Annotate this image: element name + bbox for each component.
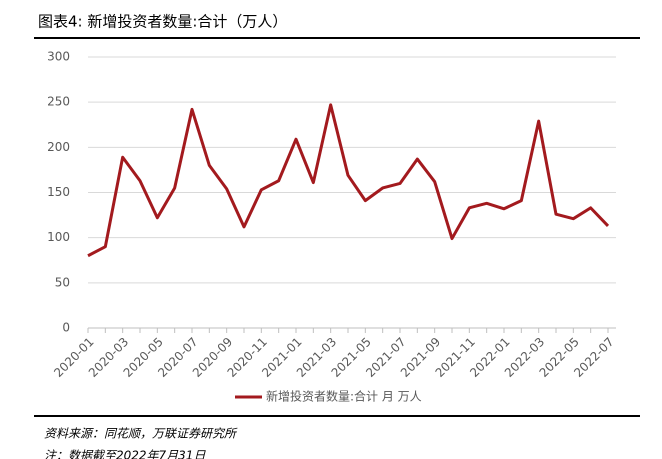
note: 注：数据截至2022年7月31日 [44,449,206,459]
y-tick-label: 0 [62,321,70,335]
y-tick-label: 300 [47,50,70,64]
y-tick-label: 150 [47,185,70,199]
legend-label: 新增投资者数量:合计 月 万人 [266,389,422,404]
y-tick-label: 50 [55,275,70,289]
y-tick-label: 200 [47,140,70,154]
y-tick-label: 250 [47,95,70,109]
chart-title: 图表4: 新增投资者数量:合计（万人） [38,13,287,31]
line-series [87,103,610,258]
y-tick-label: 100 [47,230,70,244]
source: 资料来源：同花顺，万联证券研究所 [44,427,238,441]
